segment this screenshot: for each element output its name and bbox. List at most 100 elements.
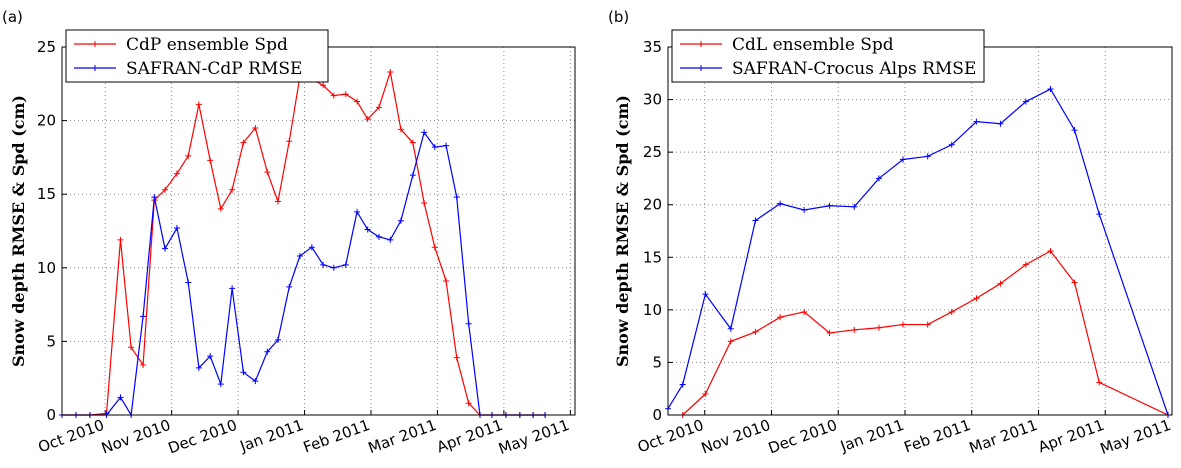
point-marker bbox=[453, 354, 460, 361]
point-marker bbox=[851, 326, 858, 333]
point-marker bbox=[117, 236, 124, 243]
point-marker bbox=[875, 175, 882, 182]
y-axis-label: Snow depth RMSE & Spd (cm) bbox=[613, 95, 632, 367]
x-tick-label: Oct 2010 bbox=[635, 416, 706, 456]
point-marker bbox=[997, 280, 1004, 287]
point-marker bbox=[354, 208, 361, 215]
point-marker bbox=[320, 261, 327, 268]
y-tick-label: 10 bbox=[643, 301, 662, 319]
point-marker bbox=[777, 200, 784, 207]
legend-label: SAFRAN-CdP RMSE bbox=[126, 59, 302, 79]
point-marker bbox=[252, 124, 259, 131]
y-tick-label: 5 bbox=[46, 332, 56, 350]
point-marker bbox=[801, 206, 808, 213]
point-marker bbox=[264, 348, 271, 355]
point-marker bbox=[330, 264, 337, 271]
point-marker bbox=[320, 82, 327, 89]
point-marker bbox=[801, 308, 808, 315]
point-marker bbox=[948, 141, 955, 148]
x-tick-label: Mar 2011 bbox=[366, 416, 439, 457]
point-marker bbox=[264, 169, 271, 176]
y-axis-label: Snow depth RMSE & Spd (cm) bbox=[9, 95, 28, 367]
point-marker bbox=[1022, 261, 1029, 268]
x-tick-label: Jan 2011 bbox=[237, 416, 306, 456]
point-marker bbox=[375, 104, 382, 111]
point-marker bbox=[443, 142, 450, 149]
point-marker bbox=[308, 244, 315, 251]
point-marker bbox=[354, 98, 361, 105]
point-marker bbox=[875, 324, 882, 331]
point-marker bbox=[185, 152, 192, 159]
point-marker bbox=[973, 118, 980, 125]
point-marker bbox=[1047, 86, 1054, 93]
point-marker bbox=[727, 325, 734, 332]
panel-label: (a) bbox=[2, 8, 23, 26]
x-tick-label: Apr 2011 bbox=[434, 416, 505, 456]
point-marker bbox=[431, 244, 438, 251]
x-tick-label: Dec 2010 bbox=[166, 416, 240, 458]
point-marker bbox=[421, 200, 428, 207]
point-marker bbox=[229, 285, 236, 292]
series-line bbox=[62, 130, 546, 417]
point-marker bbox=[117, 394, 124, 401]
point-marker bbox=[453, 194, 460, 201]
y-tick-label: 0 bbox=[652, 406, 662, 424]
point-marker bbox=[229, 186, 236, 193]
x-tick-label: Apr 2011 bbox=[1036, 416, 1107, 456]
legend-box bbox=[671, 29, 985, 83]
point-marker bbox=[195, 101, 202, 108]
point-marker bbox=[826, 202, 833, 209]
point-marker bbox=[185, 279, 192, 286]
series-line bbox=[62, 71, 546, 416]
point-marker bbox=[397, 126, 404, 133]
point-marker bbox=[1096, 379, 1103, 386]
legend-label: SAFRAN-Crocus Alps RMSE bbox=[732, 59, 976, 79]
point-marker bbox=[140, 313, 147, 320]
point-marker bbox=[342, 91, 349, 98]
point-marker bbox=[465, 320, 472, 327]
x-tick-label: Jan 2011 bbox=[837, 416, 906, 456]
series-line bbox=[667, 88, 1169, 416]
y-tick-label: 15 bbox=[643, 248, 662, 266]
point-marker bbox=[173, 170, 180, 177]
point-marker bbox=[465, 400, 472, 407]
point-marker bbox=[217, 381, 224, 388]
point-marker bbox=[752, 217, 759, 224]
x-tick-label: Feb 2011 bbox=[902, 416, 973, 457]
point-marker bbox=[1022, 98, 1029, 105]
point-marker bbox=[207, 353, 214, 360]
point-marker bbox=[375, 233, 382, 240]
x-tick-label: May 2011 bbox=[496, 416, 572, 458]
x-tick-label: Dec 2010 bbox=[766, 416, 840, 458]
point-marker bbox=[274, 198, 281, 205]
point-marker bbox=[330, 92, 337, 99]
point-marker bbox=[274, 336, 281, 343]
legend-box bbox=[65, 29, 329, 83]
point-marker bbox=[286, 283, 293, 290]
point-marker bbox=[1071, 127, 1078, 134]
x-tick-label: Mar 2011 bbox=[967, 416, 1040, 457]
point-marker bbox=[151, 194, 158, 201]
point-marker bbox=[161, 245, 168, 252]
point-marker bbox=[924, 153, 931, 160]
y-tick-label: 5 bbox=[652, 353, 662, 371]
point-marker bbox=[777, 314, 784, 321]
point-marker bbox=[702, 390, 709, 397]
point-marker bbox=[443, 278, 450, 285]
y-tick-label: 20 bbox=[37, 112, 56, 130]
point-marker bbox=[207, 157, 214, 164]
point-marker bbox=[128, 344, 135, 351]
point-marker bbox=[240, 369, 247, 376]
legend-label: CdP ensemble Spd bbox=[126, 35, 288, 55]
y-tick-label: 25 bbox=[643, 143, 662, 161]
y-tick-label: 25 bbox=[37, 38, 56, 56]
point-marker bbox=[195, 364, 202, 371]
point-marker bbox=[826, 329, 833, 336]
point-marker bbox=[342, 261, 349, 268]
y-tick-label: 0 bbox=[46, 406, 56, 424]
point-marker bbox=[924, 321, 931, 328]
point-marker bbox=[364, 226, 371, 233]
point-marker bbox=[948, 308, 955, 315]
point-marker bbox=[173, 225, 180, 232]
